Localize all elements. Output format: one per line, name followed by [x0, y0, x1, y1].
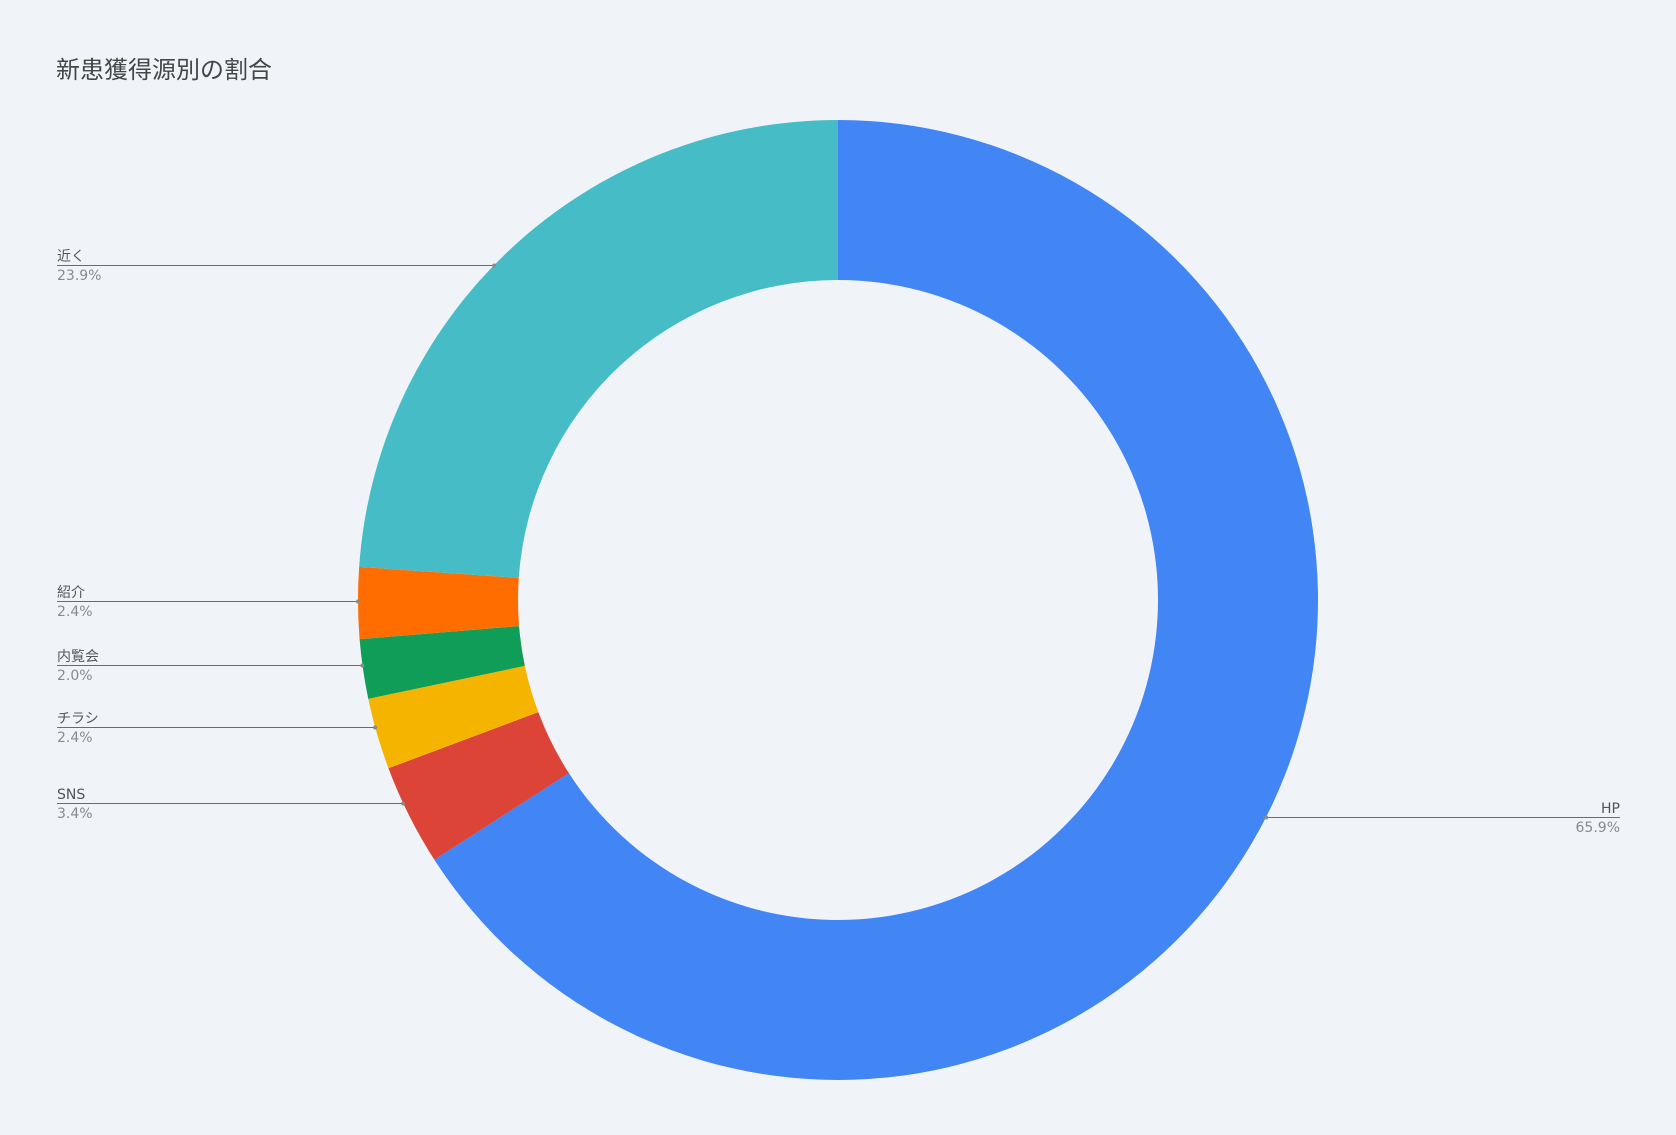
labels-group: HP 65.9% SNS 3.4% チラシ 2.4% 内覧会 2.0% 紹介 2.4% 近く 23.9…: [57, 249, 1620, 836]
label-slice-3: 内覧会: [57, 648, 99, 665]
slice-slice-5[interactable]: [359, 120, 838, 578]
slice-slice-4[interactable]: [358, 566, 520, 640]
leader-dot-hp: [1264, 815, 1269, 820]
percent-label-slice-2: 2.4%: [57, 730, 93, 746]
slice-hp[interactable]: [434, 120, 1318, 1080]
slice-sns[interactable]: [388, 712, 569, 860]
label-sns: SNS: [57, 787, 85, 803]
percent-label-slice-3: 2.0%: [57, 668, 93, 684]
label-slice-4: 紹介: [57, 585, 85, 601]
leader-dot-slice-3: [360, 663, 365, 668]
percent-label-hp: 65.9%: [1576, 820, 1620, 836]
percent-label-sns: 3.4%: [57, 806, 93, 822]
slice-slice-3[interactable]: [359, 626, 525, 699]
percent-label-slice-5: 23.9%: [57, 268, 101, 284]
label-slice-5: 近く: [57, 249, 85, 265]
leader-dot-slice-5: [492, 263, 497, 268]
label-slice-2: チラシ: [57, 711, 99, 727]
percent-label-slice-4: 2.4%: [57, 604, 93, 620]
leader-dot-slice-2: [373, 725, 378, 730]
label-hp: HP: [1601, 801, 1620, 817]
leader-dot-sns: [401, 801, 406, 806]
leader-dot-slice-4: [356, 599, 361, 604]
chart-title: 新患獲得源別の割合: [56, 56, 272, 84]
slice-slice-2[interactable]: [368, 665, 539, 769]
slices-group: [358, 120, 1318, 1080]
